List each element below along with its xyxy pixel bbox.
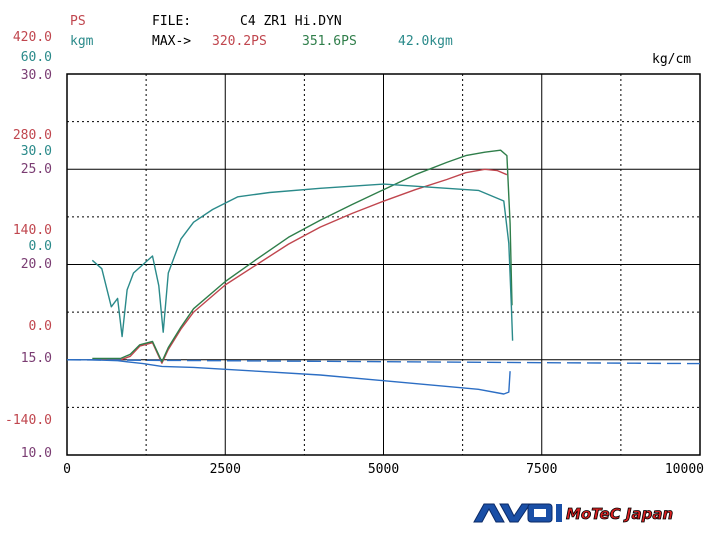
y-tick-label: 25.0 xyxy=(21,162,52,177)
y-tick-label: 10.0 xyxy=(21,446,52,461)
max-torque-value: 42.0kgm xyxy=(398,34,453,49)
y-axis-labels: 420.060.030.0280.030.025.0140.00.020.00.… xyxy=(5,30,52,461)
y-tick-label: 60.0 xyxy=(21,50,52,65)
x-axis-labels: 0 2500 5000 7500 10000 xyxy=(63,462,704,477)
x-tick-label: 0 xyxy=(63,462,71,477)
right-unit-label: kg/cm xyxy=(652,52,691,67)
series-group xyxy=(66,149,701,395)
series-line-green xyxy=(92,149,513,363)
grid-lines xyxy=(67,74,700,455)
y-tick-label: 140.0 xyxy=(13,223,52,238)
file-name: C4 ZR1 Hi.DYN xyxy=(240,14,342,29)
series-line-red xyxy=(92,168,508,364)
y-tick-label: 0.0 xyxy=(29,319,52,334)
avo-motec-japan-logo: MoTeC Japan xyxy=(473,503,674,523)
svg-text:MoTeC Japan: MoTeC Japan xyxy=(566,505,673,523)
unit-ps-label: PS xyxy=(70,14,86,29)
series-line-blue xyxy=(67,359,511,395)
file-label: FILE: xyxy=(152,14,191,29)
y-tick-label: 20.0 xyxy=(21,257,52,272)
max-red-value: 320.2PS xyxy=(212,34,267,49)
y-tick-label: 280.0 xyxy=(13,128,52,143)
max-green-value: 351.6PS xyxy=(302,34,357,49)
y-tick-label: 30.0 xyxy=(21,68,52,83)
x-tick-label: 7500 xyxy=(526,462,557,477)
series-line-blue-dashed xyxy=(66,359,701,365)
x-tick-label: 10000 xyxy=(665,462,704,477)
unit-kgm-label: kgm xyxy=(70,34,94,49)
x-tick-label: 2500 xyxy=(210,462,241,477)
y-tick-label: 15.0 xyxy=(21,351,52,366)
series-line-teal xyxy=(91,183,514,341)
max-label: MAX-> xyxy=(152,34,191,49)
y-tick-label: 420.0 xyxy=(13,30,52,45)
x-tick-label: 5000 xyxy=(368,462,399,477)
y-tick-label: -140.0 xyxy=(5,413,52,428)
y-tick-label: 0.0 xyxy=(29,239,52,254)
y-tick-label: 30.0 xyxy=(21,144,52,159)
